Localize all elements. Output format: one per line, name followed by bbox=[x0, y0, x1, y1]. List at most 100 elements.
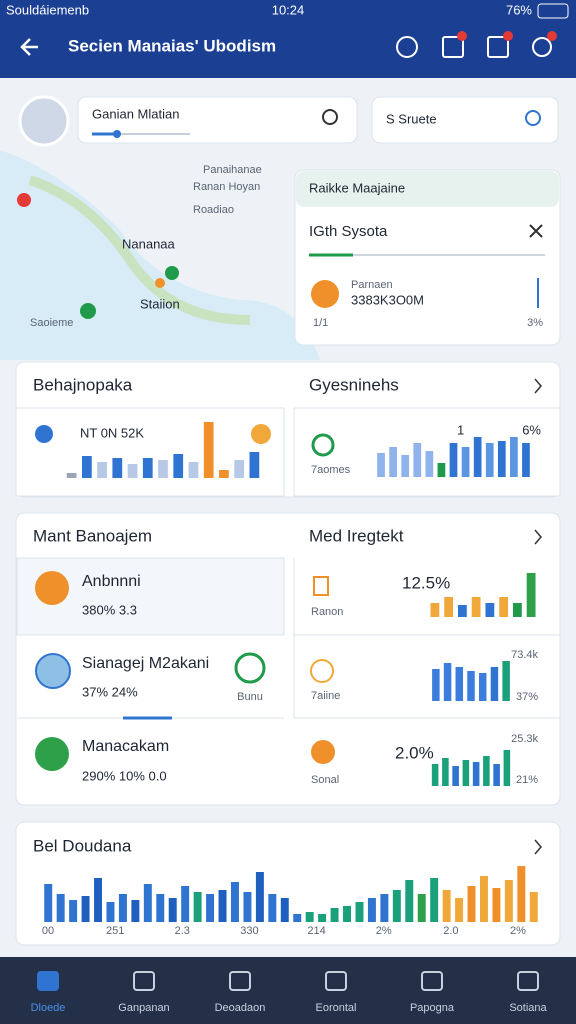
chevron[interactable] bbox=[534, 529, 542, 545]
bar bbox=[206, 894, 215, 922]
bar bbox=[280, 898, 289, 922]
nav-label[interactable]: Dloede bbox=[31, 1002, 66, 1014]
bar bbox=[255, 872, 264, 922]
bar bbox=[493, 764, 500, 786]
bar bbox=[437, 463, 446, 477]
nav-icon[interactable] bbox=[229, 971, 251, 991]
route-caption: Parnaen bbox=[351, 279, 393, 291]
section-title: Gyesninehs bbox=[309, 375, 399, 394]
bar bbox=[112, 458, 123, 478]
nav-bar bbox=[0, 957, 576, 1024]
bar bbox=[81, 896, 90, 922]
coin-icon bbox=[251, 424, 271, 444]
axis-label: 2.3 bbox=[175, 925, 190, 937]
bar bbox=[517, 866, 526, 922]
search-icon[interactable] bbox=[532, 37, 552, 57]
bar bbox=[457, 605, 467, 617]
clock-icon[interactable] bbox=[396, 36, 418, 58]
bar bbox=[472, 762, 480, 786]
bar bbox=[56, 894, 65, 922]
avatar[interactable] bbox=[18, 95, 70, 147]
nav-label[interactable]: Ganpanan bbox=[118, 1002, 169, 1014]
header-title: Secien Manaias' Ubodism bbox=[68, 36, 276, 55]
nav-icon[interactable] bbox=[133, 971, 155, 991]
search-box[interactable] bbox=[371, 96, 559, 144]
search-icon[interactable] bbox=[525, 110, 541, 126]
bar bbox=[430, 878, 439, 922]
inbox-icon[interactable] bbox=[442, 36, 464, 58]
header-bar bbox=[0, 0, 576, 78]
chevron[interactable] bbox=[534, 378, 542, 394]
bar bbox=[173, 454, 184, 478]
item-icon bbox=[35, 737, 69, 771]
bar bbox=[455, 667, 464, 701]
item-name: Anbnnni bbox=[82, 573, 141, 590]
bar bbox=[106, 902, 115, 922]
nav-icon[interactable] bbox=[421, 971, 443, 991]
map-pin[interactable] bbox=[80, 303, 96, 319]
map-pin[interactable] bbox=[17, 193, 31, 207]
nav-label[interactable]: Sotiana bbox=[509, 1002, 547, 1014]
map-label: Ranan Hoyan bbox=[193, 181, 260, 193]
detail-icon bbox=[313, 576, 329, 596]
bar bbox=[243, 892, 252, 922]
map-pin[interactable] bbox=[165, 266, 179, 280]
bar bbox=[380, 894, 389, 922]
search-box[interactable] bbox=[77, 96, 358, 144]
bar bbox=[417, 894, 426, 922]
nav-icon[interactable] bbox=[517, 971, 539, 991]
map-label: Nananaa bbox=[122, 236, 176, 251]
bar bbox=[127, 464, 138, 478]
bar bbox=[503, 750, 511, 786]
summary-caption: 7aomes bbox=[311, 464, 351, 476]
route-icon bbox=[311, 280, 339, 308]
battery-icon bbox=[537, 3, 569, 19]
back-button[interactable] bbox=[20, 38, 38, 56]
bar bbox=[425, 451, 434, 477]
search-icon[interactable] bbox=[322, 109, 338, 125]
bar bbox=[392, 890, 401, 922]
clock: 10:24 bbox=[272, 2, 305, 17]
map-pin[interactable] bbox=[155, 278, 165, 288]
bar bbox=[377, 453, 385, 477]
bar bbox=[355, 902, 364, 922]
bar bbox=[442, 758, 449, 786]
bar bbox=[522, 443, 530, 477]
bar bbox=[305, 912, 314, 922]
axis-label: 214 bbox=[307, 925, 325, 937]
detail-icon bbox=[311, 740, 335, 764]
detail-percent: 21% bbox=[516, 774, 538, 786]
section-title: Mant Banoajem bbox=[33, 526, 152, 545]
nav-label[interactable]: Papogna bbox=[410, 1002, 455, 1014]
bar bbox=[471, 597, 481, 617]
bar bbox=[499, 597, 509, 617]
edit-icon[interactable] bbox=[487, 36, 509, 58]
bar bbox=[218, 890, 227, 922]
nav-icon[interactable] bbox=[325, 971, 347, 991]
nav-icon[interactable] bbox=[37, 971, 59, 991]
bar bbox=[461, 447, 470, 477]
close-button[interactable] bbox=[529, 224, 543, 238]
bar bbox=[203, 422, 214, 478]
card-subtitle: IGth Sysota bbox=[309, 223, 388, 240]
bar bbox=[502, 661, 510, 701]
axis-label: 251 bbox=[106, 925, 124, 937]
chevron[interactable] bbox=[534, 839, 542, 855]
indicator bbox=[35, 425, 53, 443]
route-code: 3383K3O0M bbox=[351, 292, 424, 307]
bar bbox=[81, 456, 92, 478]
slider-thumb[interactable] bbox=[113, 130, 121, 138]
map-label: Staiion bbox=[140, 296, 180, 311]
bar bbox=[529, 892, 538, 922]
bar bbox=[512, 603, 522, 617]
bar bbox=[467, 886, 476, 922]
nav-label[interactable]: Deoadaon bbox=[215, 1002, 266, 1014]
summary-percent: 6% bbox=[522, 422, 541, 437]
nav-label[interactable]: Eorontal bbox=[316, 1002, 357, 1014]
badge-icon bbox=[234, 652, 266, 684]
map-label: Panaihanae bbox=[203, 164, 262, 176]
carrier: Souldáiemenb bbox=[6, 2, 89, 17]
section-title: Med Iregtekt bbox=[309, 526, 404, 545]
bar bbox=[330, 908, 339, 922]
map-label: Saoieme bbox=[30, 317, 73, 329]
